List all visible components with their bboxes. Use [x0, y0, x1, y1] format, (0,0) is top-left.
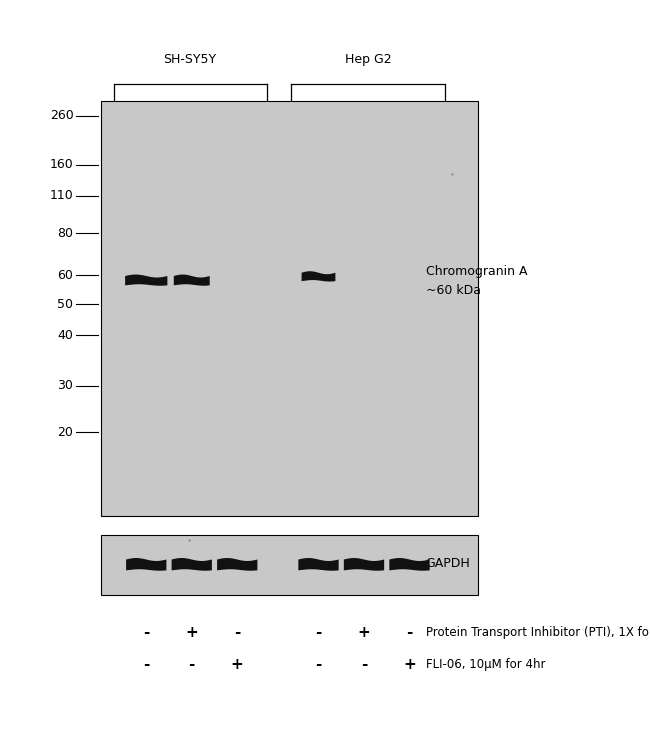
Bar — [101, 535, 478, 595]
Text: +: + — [185, 625, 198, 640]
Text: FLI-06, 10μM for 4hr: FLI-06, 10μM for 4hr — [426, 657, 545, 671]
Text: -: - — [315, 625, 322, 640]
Text: -: - — [188, 657, 195, 672]
PathPatch shape — [172, 558, 212, 571]
PathPatch shape — [302, 272, 335, 281]
Text: -: - — [361, 657, 367, 672]
Text: Chromogranin A
~60 kDa: Chromogranin A ~60 kDa — [426, 265, 527, 296]
Text: GAPDH: GAPDH — [426, 557, 471, 570]
Text: SH-SY5Y: SH-SY5Y — [164, 53, 216, 66]
Text: +: + — [358, 625, 370, 640]
Text: 50: 50 — [57, 298, 73, 311]
Text: -: - — [143, 657, 150, 672]
Bar — [101, 101, 478, 516]
Text: 260: 260 — [49, 109, 73, 123]
Text: +: + — [403, 657, 416, 672]
PathPatch shape — [125, 275, 168, 286]
Text: -: - — [315, 657, 322, 672]
PathPatch shape — [174, 275, 210, 286]
Text: +: + — [231, 657, 244, 672]
Text: Protein Transport Inhibitor (PTI), 1X for 4hr: Protein Transport Inhibitor (PTI), 1X fo… — [426, 625, 650, 639]
Text: 80: 80 — [57, 227, 73, 240]
Text: 110: 110 — [49, 189, 73, 203]
Text: -: - — [234, 625, 240, 640]
Text: Hep G2: Hep G2 — [345, 53, 391, 66]
PathPatch shape — [298, 558, 339, 571]
Text: 160: 160 — [49, 158, 73, 171]
Text: 60: 60 — [58, 269, 73, 282]
Text: 40: 40 — [58, 328, 73, 342]
Text: -: - — [406, 625, 413, 640]
PathPatch shape — [217, 558, 257, 571]
PathPatch shape — [389, 558, 430, 571]
Text: 20: 20 — [58, 426, 73, 439]
PathPatch shape — [344, 558, 384, 571]
Text: 30: 30 — [58, 379, 73, 393]
Text: -: - — [143, 625, 150, 640]
PathPatch shape — [126, 558, 166, 571]
